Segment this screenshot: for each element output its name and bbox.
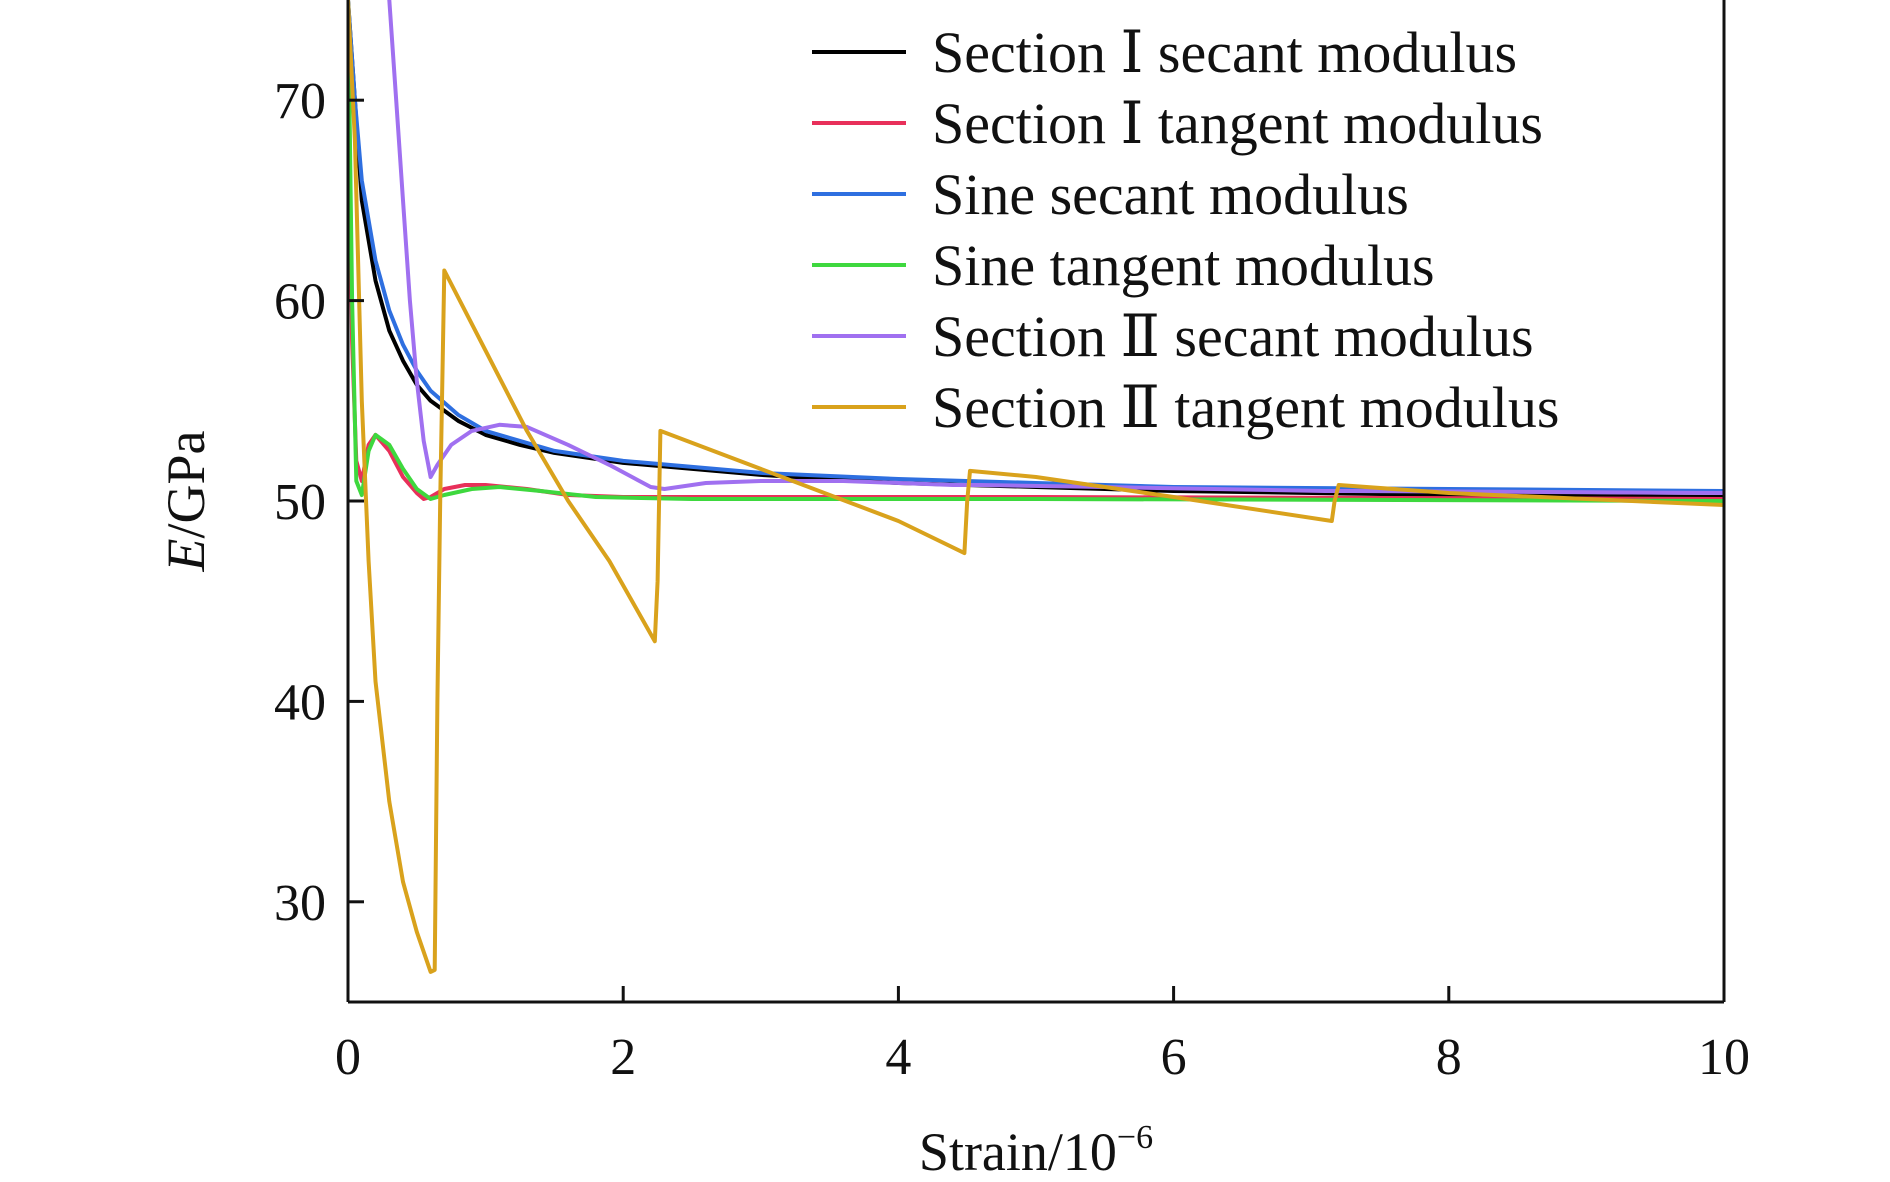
x-tick-label: 0 — [335, 1029, 361, 1086]
y-tick-label: 50 — [274, 474, 326, 531]
series-line-5 — [387, 0, 1724, 495]
y-tick-label: 70 — [274, 73, 326, 130]
x-axis-title: Strain/10−6 — [919, 1119, 1153, 1182]
x-axis-ticks: 0 2 4 6 8 10 — [335, 986, 1750, 1086]
series-lines — [348, 0, 1724, 974]
legend-label-3: Sine secant modulus — [932, 162, 1409, 227]
y-axis-title-unit: /GPa — [156, 430, 216, 538]
series-line-3 — [348, 0, 1724, 493]
x-tick-label: 8 — [1436, 1029, 1462, 1086]
series-line-6 — [348, 0, 1724, 974]
legend-label-4: Sine tangent modulus — [932, 233, 1435, 298]
legend-label-2: Section Ⅰ tangent modulus — [932, 91, 1543, 156]
y-tick-label: 40 — [274, 674, 326, 731]
legend-label-5: Section Ⅱ secant modulus — [932, 304, 1534, 369]
y-tick-label: 30 — [274, 875, 326, 932]
y-axis-ticks: 30 40 50 60 70 — [274, 73, 364, 932]
y-axis-title-symbol: E — [156, 539, 216, 573]
x-tick-label: 4 — [885, 1029, 911, 1086]
x-tick-label: 10 — [1698, 1029, 1750, 1086]
x-tick-label: 6 — [1161, 1029, 1187, 1086]
y-axis-title: E/GPa — [156, 430, 216, 572]
x-axis-title-exponent: −6 — [1117, 1119, 1153, 1156]
series-line-4 — [348, 0, 1724, 503]
legend-label-6: Section Ⅱ tangent modulus — [932, 375, 1559, 440]
legend-label-1: Section Ⅰ secant modulus — [932, 20, 1517, 85]
x-tick-label: 2 — [610, 1029, 636, 1086]
x-axis-title-main: Strain/10 — [919, 1122, 1117, 1182]
y-tick-label: 60 — [274, 274, 326, 331]
